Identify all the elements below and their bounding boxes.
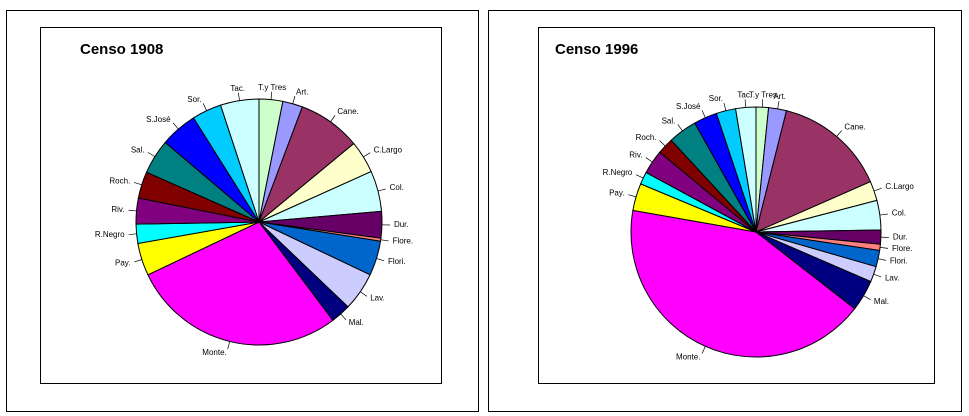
leader-line (873, 273, 882, 278)
leader-line (292, 95, 296, 104)
slice-label: Col. (390, 183, 404, 192)
leader-line (270, 91, 273, 100)
leader-line (340, 313, 347, 321)
leader-line (880, 247, 889, 249)
slice-label: Riv. (111, 205, 124, 214)
slice-label: Sal. (662, 116, 676, 125)
chart-title: Censo 1996 (555, 41, 638, 58)
leader-line (172, 122, 179, 130)
leader-line (377, 188, 386, 192)
leader-line (380, 239, 389, 242)
slice-label: Pay. (115, 258, 130, 267)
leader-line (237, 92, 240, 101)
leader-line (147, 152, 155, 157)
slice-label: Flore. (892, 244, 912, 253)
leader-line (134, 259, 142, 263)
slice-label: Monte. (202, 348, 226, 357)
leader-line (863, 295, 871, 301)
slice-label: T.y Tres (749, 90, 777, 99)
slice-label: Riv. (629, 150, 642, 159)
slice-label: S.José (676, 102, 701, 111)
leader-line (360, 291, 368, 297)
leader-line (128, 209, 137, 212)
slice-label: Monte. (676, 352, 700, 361)
leader-line (645, 157, 653, 163)
leader-line (227, 341, 230, 350)
leader-line (363, 152, 371, 158)
slice-label: Cane. (844, 122, 865, 131)
leader-line (879, 213, 888, 216)
slice-label: Flori. (890, 256, 908, 265)
slice-label: Art. (296, 87, 308, 96)
leader-line (878, 258, 887, 261)
slice-label: Roch. (636, 133, 657, 142)
slice-label: Col. (892, 209, 906, 218)
leader-line (635, 174, 644, 179)
slice-label: Sal. (131, 145, 145, 154)
slice-label: Art. (773, 92, 785, 101)
leader-line (330, 115, 336, 123)
leader-line (134, 182, 142, 186)
leader-line (376, 258, 385, 262)
slice-label: Dur. (893, 233, 908, 242)
slice-label: Cane. (337, 107, 358, 116)
slice-label: Tac. (737, 91, 752, 100)
leader-line (677, 124, 683, 132)
slice-label: Sor. (709, 94, 723, 103)
pie-slice (755, 110, 872, 233)
slice-label: R.Negro (95, 230, 125, 239)
leader-line (202, 103, 207, 111)
leader-line (701, 110, 706, 118)
slice-label: Dur. (394, 220, 409, 229)
slice-label: S.José (146, 115, 171, 124)
leader-line (659, 140, 666, 147)
slice-label: Sor. (187, 95, 201, 104)
slice-label: Flore. (393, 237, 413, 246)
leader-line (701, 346, 706, 354)
slice-label: Mal. (874, 297, 889, 306)
leader-line (723, 102, 727, 111)
slice-label: R.Negro (603, 168, 633, 177)
leader-line (873, 187, 882, 192)
slice-label: C.Largo (374, 146, 403, 155)
leader-line (777, 100, 780, 109)
slice-label: Pay. (609, 189, 624, 198)
slice-label: Flori. (388, 257, 406, 266)
chart-title: Censo 1908 (80, 41, 163, 58)
slice-label: Roch. (109, 176, 130, 185)
leader-line (836, 130, 843, 137)
slice-label: Lav. (885, 273, 900, 282)
slice-label: C.Largo (885, 182, 914, 191)
leader-line (628, 194, 637, 198)
leader-line (128, 233, 137, 235)
pie-slice (147, 221, 334, 346)
leader-line (744, 99, 747, 108)
slice-label: Mal. (349, 318, 364, 327)
slice-label: T.y Tres (258, 83, 286, 92)
slice-label: Lav. (370, 294, 385, 303)
pie-slice (630, 209, 856, 358)
slice-label: Tac. (230, 84, 245, 93)
pie-slice (219, 98, 260, 223)
